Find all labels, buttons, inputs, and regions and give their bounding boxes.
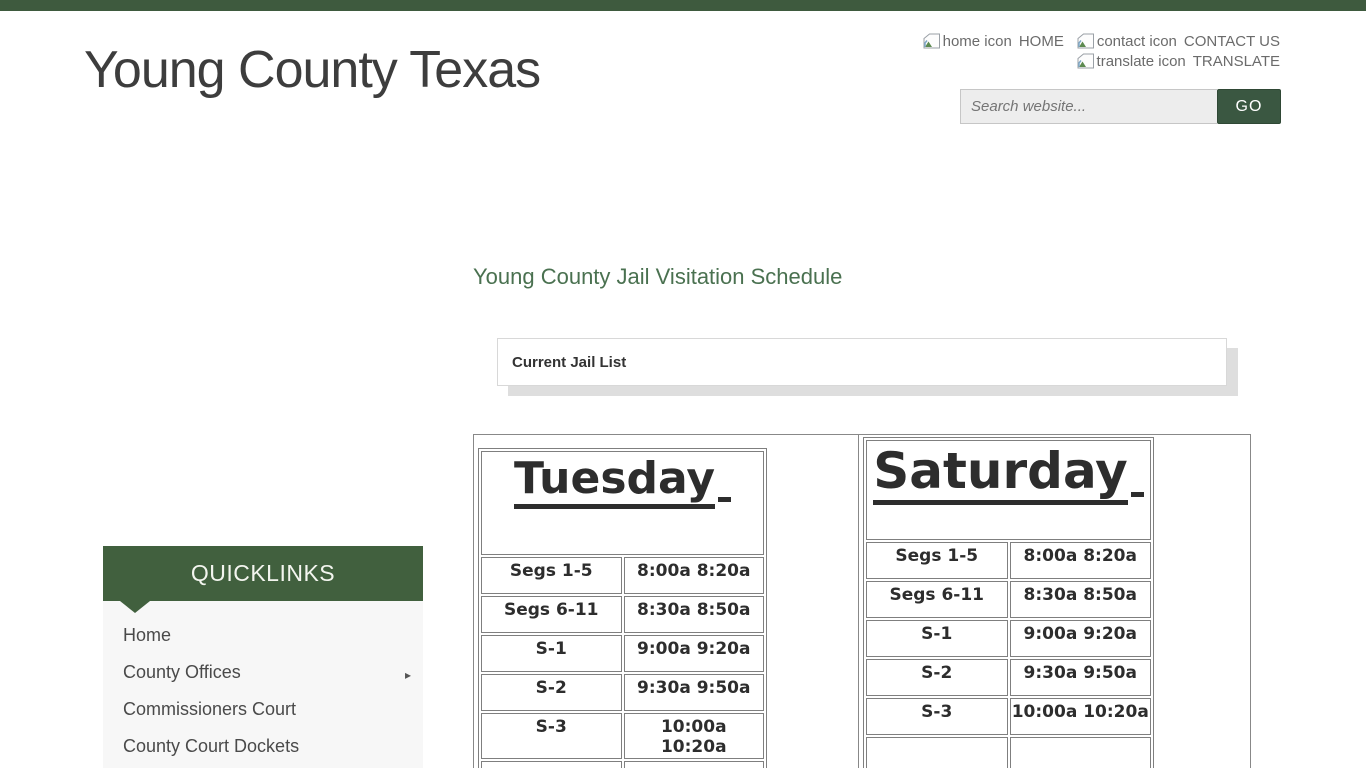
current-jail-list-link[interactable]: Current Jail List [497, 338, 1227, 386]
broken-image-icon: contact icon [1076, 33, 1177, 50]
sidebar-item-home[interactable]: Home [123, 625, 172, 645]
segment-cell: Segs 6-11 [866, 581, 1008, 618]
quicklinks-notch [120, 601, 150, 613]
sidebar-item-county-court-dockets[interactable]: County Court Dockets [123, 736, 300, 756]
nav-home-link[interactable]: home icon HOME [922, 33, 1064, 50]
chevron-right-icon: ▸ [404, 668, 411, 682]
page-title: Young County Jail Visitation Schedule [473, 264, 843, 289]
sidebar-item-commissioners-court[interactable]: Commissioners Court [123, 699, 297, 719]
segment-cell: S-1 [866, 620, 1008, 657]
saturday-schedule-cell: Saturday Segs 1-5 8:00a 8:20a Segs 6-11 … [859, 435, 1250, 768]
table-row: S-3 10:00a 10:20a [866, 698, 1151, 735]
day-name: Saturday [873, 443, 1128, 505]
broken-image-icon: home icon [922, 33, 1012, 50]
table-row [866, 737, 1151, 768]
time-cell: 8:00a 8:20a [1009, 542, 1151, 579]
saturday-schedule-table: Saturday Segs 1-5 8:00a 8:20a Segs 6-11 … [863, 437, 1154, 768]
time-cell [1009, 737, 1151, 768]
broken-image-alt: contact icon [1096, 32, 1177, 50]
time-cell: 8:30a 8:50a [623, 596, 764, 633]
broken-image-alt: home icon [942, 32, 1012, 50]
table-row: S-1 9:00a 9:20a [866, 620, 1151, 657]
time-cell: 9:00a 9:20a [1009, 620, 1151, 657]
table-row: S-3 10:00a 10:20a [481, 713, 764, 759]
day-name: Tuesday [513, 454, 716, 510]
time-cell: 9:30a 9:50a [1009, 659, 1151, 696]
segment-cell: Segs 1-5 [481, 557, 622, 594]
quicklinks-menu: Home County Offices ▸ Commissioners Cour… [103, 601, 423, 768]
site-search: GO [960, 89, 1281, 124]
time-cell: 9:30a 9:50a [623, 674, 764, 711]
time-cell: 10:00a 10:20a [1009, 698, 1151, 735]
segment-cell: S-3 [481, 713, 622, 759]
segment-cell [481, 761, 622, 768]
segment-cell: S-2 [866, 659, 1008, 696]
segment-cell: Segs 1-5 [866, 542, 1008, 579]
underline-tail [1130, 492, 1144, 497]
segment-cell [866, 737, 1008, 768]
nav-translate-link[interactable]: translate icon TRANSLATE [1076, 53, 1280, 70]
tuesday-schedule-cell: Tuesday Segs 1-5 8:00a 8:20a Segs 6-11 8… [474, 435, 859, 768]
table-row: S-2 9:30a 9:50a [866, 659, 1151, 696]
table-row: Segs 6-11 8:30a 8:50a [866, 581, 1151, 618]
time-cell: 9:00a 9:20a [623, 635, 764, 672]
segment-cell: S-1 [481, 635, 622, 672]
broken-image-icon: translate icon [1076, 53, 1186, 70]
site-title: Young County Texas [84, 41, 541, 99]
table-row: S-2 9:30a 9:50a [481, 674, 764, 711]
table-row: Segs 1-5 8:00a 8:20a [481, 557, 764, 594]
segment-cell: Segs 6-11 [481, 596, 622, 633]
table-row: Segs 6-11 8:30a 8:50a [481, 596, 764, 633]
search-input[interactable] [960, 89, 1217, 124]
day-header: Saturday [866, 440, 1151, 540]
table-row: Segs 1-5 8:00a 8:20a [866, 542, 1151, 579]
time-cell: 8:00a 8:20a [623, 557, 764, 594]
visitation-schedule-container: Tuesday Segs 1-5 8:00a 8:20a Segs 6-11 8… [473, 434, 1251, 768]
sidebar-item-county-offices[interactable]: County Offices ▸ [103, 654, 423, 691]
time-cell: 10:00a 10:20a [623, 713, 764, 759]
top-nav: home icon HOME contact icon CONTACT US [910, 31, 1280, 71]
segment-cell: S-3 [866, 698, 1008, 735]
table-row [481, 761, 764, 768]
tuesday-schedule-table: Tuesday Segs 1-5 8:00a 8:20a Segs 6-11 8… [478, 448, 767, 768]
broken-image-alt: translate icon [1096, 52, 1186, 70]
top-nav-row-2: translate icon TRANSLATE [910, 51, 1280, 71]
time-cell [623, 761, 764, 768]
segment-cell: S-2 [481, 674, 622, 711]
top-nav-row-1: home icon HOME contact icon CONTACT US [910, 31, 1280, 51]
nav-contact-link[interactable]: contact icon CONTACT US [1076, 33, 1280, 50]
table-row: S-1 9:00a 9:20a [481, 635, 764, 672]
underline-tail [718, 497, 732, 502]
quicklinks-sidebar: QUICKLINKS Home County Offices ▸ Commiss… [103, 546, 423, 768]
current-jail-list-label: Current Jail List [512, 354, 627, 371]
top-accent-bar [0, 0, 1366, 11]
search-go-button[interactable]: GO [1217, 89, 1281, 124]
time-cell: 8:30a 8:50a [1009, 581, 1151, 618]
day-header: Tuesday [481, 451, 764, 555]
quicklinks-header: QUICKLINKS [103, 546, 423, 601]
